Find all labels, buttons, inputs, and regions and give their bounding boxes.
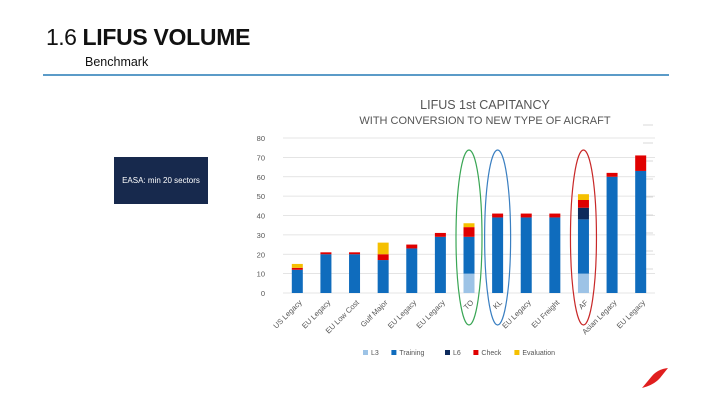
chart-legend: L3 Training L6 Check Evaluation (363, 350, 555, 357)
legend-swatch (514, 350, 520, 355)
lifus-chart: LIFUS 1st CAPITANCY WITH CONVERSION TO N… (257, 98, 655, 357)
bar-segment (291, 263, 303, 268)
x-tick-label: EU Legacy (615, 298, 647, 330)
bar-segment (577, 200, 589, 208)
bar-segment (463, 227, 475, 237)
legend-swatch (473, 350, 479, 355)
bar-segment (349, 252, 361, 255)
info-box-label: EASA: min 20 sectors (122, 176, 200, 185)
bar-segment (377, 254, 389, 261)
bar-segment (577, 194, 589, 200)
x-tick-label: EU Legacy (386, 298, 418, 330)
y-tick-label: 0 (261, 289, 265, 298)
header-divider (43, 74, 669, 76)
bar-segment (463, 273, 475, 293)
highlight-ellipse (455, 149, 483, 326)
bar-segment (463, 236, 475, 274)
bar-segment (635, 170, 647, 293)
y-tick-label: 30 (257, 231, 265, 240)
bar-segment (577, 273, 589, 293)
bar-segment (406, 244, 418, 249)
bar-segment (377, 242, 389, 255)
legend-label: Training (399, 350, 424, 357)
info-box: EASA: min 20 sectors (114, 157, 208, 204)
x-tick-label: EU Legacy (500, 298, 532, 330)
section-number: 1.6 (46, 24, 77, 50)
bar-segment (349, 254, 361, 293)
bar-segment (406, 248, 418, 293)
bar-segment (520, 213, 532, 218)
y-tick-label: 50 (257, 192, 265, 201)
bar-segment (291, 267, 303, 270)
bar-segment (606, 172, 618, 177)
y-tick-label: 20 (257, 250, 265, 259)
y-tick-label: 40 (257, 212, 265, 221)
legend-swatch (391, 350, 397, 355)
bar-segment (320, 252, 332, 255)
legend-label: L6 (453, 350, 461, 357)
bar-segment (291, 269, 303, 293)
page-subtitle: Benchmark (85, 55, 149, 69)
bar-segment (577, 219, 589, 274)
y-tick-label: 10 (257, 270, 265, 279)
bar-segment (434, 232, 446, 237)
y-tick-label: 60 (257, 173, 265, 182)
bar-segment (577, 207, 589, 220)
x-tick-label: US Legacy (271, 298, 303, 330)
highlight-ellipse (484, 149, 512, 326)
chart-bars (291, 155, 647, 293)
x-tick-label: EU Legacy (414, 298, 446, 330)
legend-swatch (363, 350, 368, 355)
bar-segment (320, 254, 332, 293)
bar-segment (434, 236, 446, 293)
airline-logo (642, 368, 668, 388)
bar-segment (492, 217, 504, 293)
y-tick-label: 70 (257, 153, 265, 162)
chart-grid (283, 124, 655, 294)
slide-title: 1.6 LIFUS VOLUME (46, 24, 250, 51)
x-tick-label: AF (577, 298, 590, 311)
bar-segment (377, 260, 389, 293)
legend-swatch (445, 350, 450, 355)
legend-label: Evaluation (522, 350, 555, 357)
bar-segment (549, 217, 561, 293)
legend-label: Check (481, 350, 501, 357)
chart-title: LIFUS 1st CAPITANCY (420, 98, 550, 112)
bar-segment (549, 213, 561, 218)
chart-subtitle: WITH CONVERSION TO NEW TYPE OF AICRAFT (359, 115, 610, 127)
y-tick-label: 80 (257, 134, 265, 143)
bar-segment (635, 155, 647, 171)
bar-segment (606, 176, 618, 293)
bar-segment (492, 213, 504, 218)
legend-label: L3 (371, 350, 379, 357)
x-tick-label: EU Freight (530, 297, 562, 329)
x-tick-label: TO (462, 298, 476, 312)
page-title: LIFUS VOLUME (82, 24, 251, 50)
y-axis: 0 10 20 30 40 50 60 70 80 (257, 134, 265, 298)
bar-segment (463, 223, 475, 228)
chart-highlights (455, 149, 598, 326)
logo-stripe-shape (642, 368, 668, 388)
bar-segment (520, 217, 532, 293)
highlight-ellipse (569, 149, 598, 326)
x-tick-label: KL (491, 298, 504, 311)
